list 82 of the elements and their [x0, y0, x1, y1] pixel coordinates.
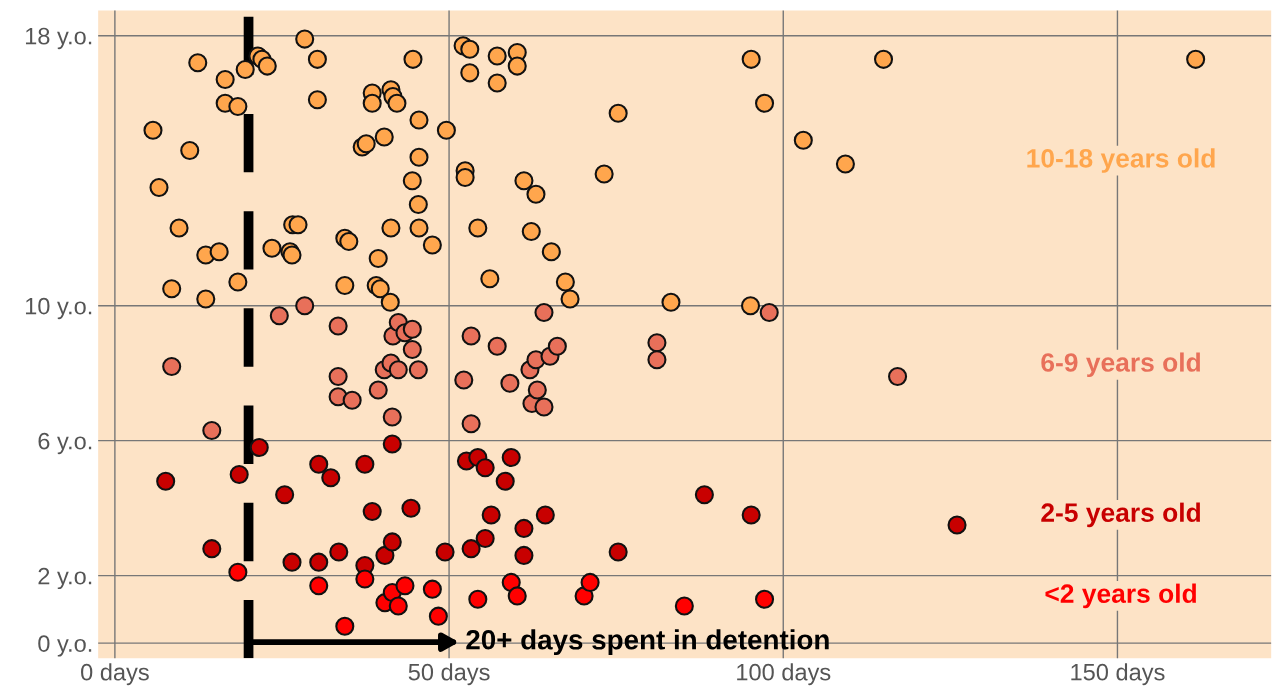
point — [422, 579, 442, 599]
point — [495, 471, 515, 491]
x-tick-label: 100 days — [737, 663, 831, 686]
point — [309, 576, 329, 596]
y-tick-label: 2 y.o. — [38, 567, 92, 590]
point — [249, 437, 269, 457]
point — [534, 302, 554, 322]
point — [282, 552, 302, 572]
point — [362, 502, 382, 522]
point — [435, 542, 455, 562]
point — [408, 360, 428, 380]
point — [295, 296, 315, 316]
point — [229, 464, 249, 484]
point — [741, 505, 761, 525]
point — [402, 340, 422, 360]
point — [461, 539, 481, 559]
point — [382, 407, 402, 427]
point — [454, 370, 474, 390]
point — [328, 367, 348, 387]
point — [202, 539, 222, 559]
point — [527, 380, 547, 400]
point — [534, 397, 554, 417]
point — [335, 616, 355, 636]
point — [481, 505, 501, 525]
text: 2-5 years old — [1041, 502, 1200, 528]
point — [202, 421, 222, 441]
point — [501, 448, 521, 468]
point — [608, 542, 628, 562]
point — [368, 380, 388, 400]
point — [309, 552, 329, 572]
point — [947, 515, 967, 535]
point — [269, 306, 289, 326]
annotation: 20+ days spent in detention — [466, 629, 829, 656]
point — [388, 360, 408, 380]
y-tick-label: 10 y.o. — [25, 297, 92, 320]
point — [401, 498, 421, 518]
point — [342, 390, 362, 410]
point — [487, 336, 507, 356]
point — [507, 586, 527, 606]
point — [162, 356, 182, 376]
point — [388, 596, 408, 616]
point — [321, 468, 341, 488]
point — [402, 319, 422, 339]
point — [275, 485, 295, 505]
y-tick-label: 18 y.o. — [25, 27, 92, 50]
point — [329, 542, 349, 562]
point — [674, 596, 694, 616]
point — [755, 589, 775, 609]
point — [694, 485, 714, 505]
text: 6-9 years old — [1041, 352, 1200, 378]
point — [888, 367, 908, 387]
y-tick-label: 0 y.o. — [38, 635, 92, 657]
point — [382, 532, 402, 552]
point — [382, 434, 402, 454]
x-tick-label: 150 days — [1071, 663, 1165, 686]
x-tick-label: 50 days — [408, 663, 490, 686]
point — [647, 333, 667, 353]
point — [580, 572, 600, 592]
point — [475, 529, 495, 549]
point — [475, 458, 495, 478]
text: <2 years old — [1045, 583, 1196, 609]
point — [228, 562, 248, 582]
point — [328, 316, 348, 336]
point — [535, 505, 555, 525]
point — [428, 606, 448, 626]
point — [759, 302, 779, 322]
point — [156, 471, 176, 491]
point — [547, 336, 567, 356]
point — [461, 414, 481, 434]
y-tick-label: 6 y.o. — [38, 432, 92, 455]
point — [500, 373, 520, 393]
point — [468, 589, 488, 609]
point — [461, 326, 481, 346]
point — [309, 454, 329, 474]
x-tick-label: 0 days — [81, 663, 149, 686]
point — [355, 454, 375, 474]
point — [647, 350, 667, 370]
point — [514, 545, 534, 565]
point — [355, 569, 375, 589]
point — [514, 518, 534, 538]
point — [395, 576, 415, 596]
text: 10-18 years old — [1027, 148, 1215, 173]
